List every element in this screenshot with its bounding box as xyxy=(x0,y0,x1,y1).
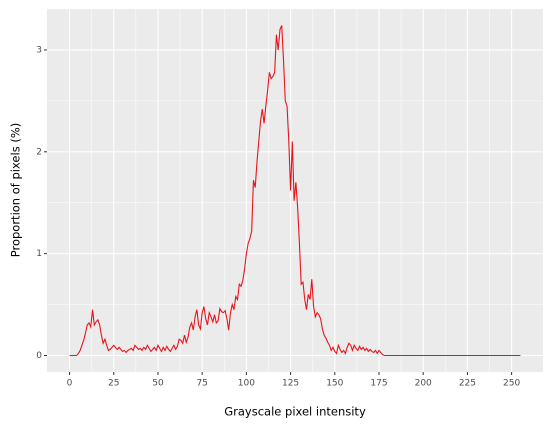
line xyxy=(69,25,521,357)
x-tick-label: 125 xyxy=(282,379,299,389)
y-tick-label: 3 xyxy=(36,45,42,55)
x-tick-label: 0 xyxy=(67,379,73,389)
x-tick-label: 250 xyxy=(503,379,520,389)
y-tick-label: 0 xyxy=(36,351,42,361)
y-tick-label: 2 xyxy=(36,147,42,157)
x-axis-title: Grayscale pixel intensity xyxy=(224,405,366,419)
x-tick-label: 200 xyxy=(415,379,432,389)
y-tick-label: 1 xyxy=(36,249,42,259)
x-tick-label: 150 xyxy=(326,379,343,389)
x-tick-label: 225 xyxy=(459,379,476,389)
x-tick-label: 100 xyxy=(238,379,255,389)
y-axis-title: Proportion of pixels (%) xyxy=(9,123,23,258)
x-tick-label: 175 xyxy=(370,379,387,389)
x-tick-label: 75 xyxy=(196,379,207,389)
x-tick-label: 25 xyxy=(108,379,119,389)
x-tick-label: 50 xyxy=(152,379,164,389)
